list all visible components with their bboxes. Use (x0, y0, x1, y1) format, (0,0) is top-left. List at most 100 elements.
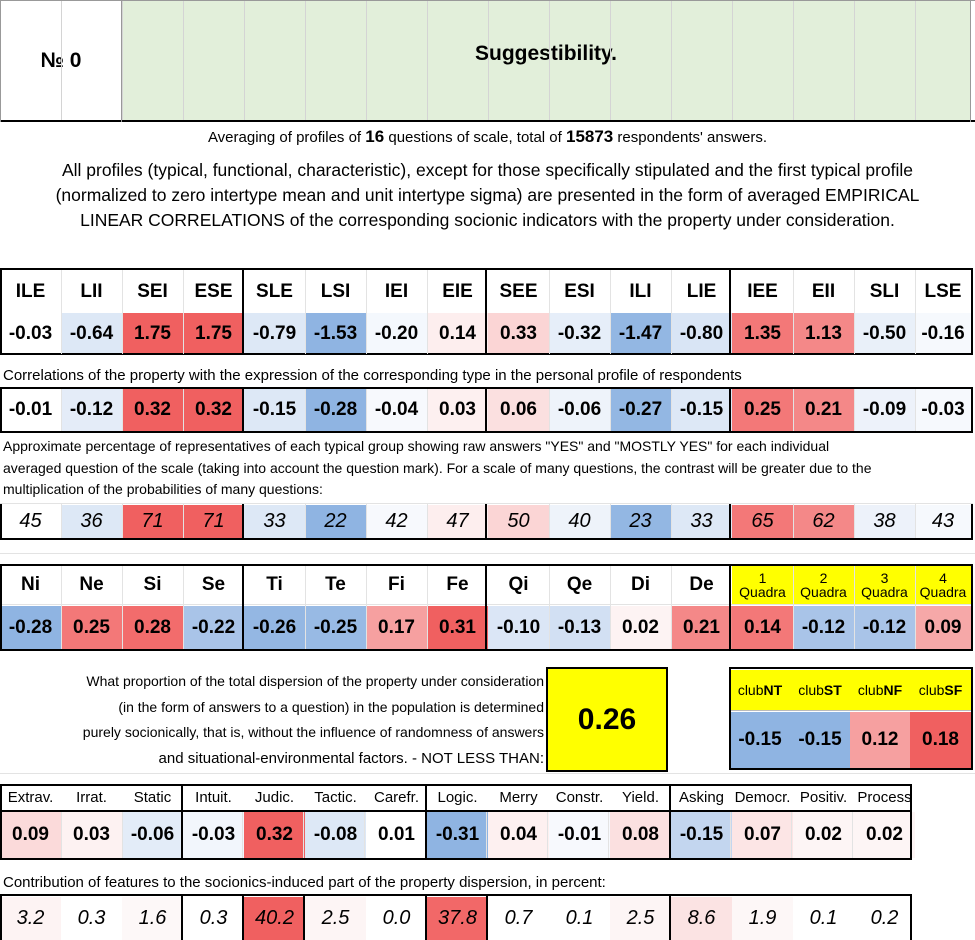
quadra-label-part: 4 (939, 570, 947, 586)
border-line (915, 389, 916, 431)
border-line (549, 389, 550, 431)
border-line (485, 504, 487, 540)
border-line (0, 773, 975, 774)
function-value-text: 0.28 (134, 616, 171, 638)
function-value: -0.28 (0, 606, 61, 649)
type-profile-value-text: -0.20 (374, 322, 419, 344)
type-label: LSE (915, 272, 971, 312)
dispersion-line: (in the form of answers to a question) i… (118, 698, 544, 715)
type-percentage-value: 45 (0, 505, 61, 538)
function-label-text: Fi (388, 574, 405, 595)
club-prefix: club (798, 682, 824, 698)
border-line (122, 270, 123, 354)
function-value: 0.25 (61, 606, 122, 649)
function-label-text: Si (143, 574, 162, 595)
feature-value: 0.07 (732, 812, 793, 858)
type-label: LSI (305, 272, 366, 312)
border-line (366, 504, 367, 538)
border-line (181, 784, 183, 860)
feature-label: Positiv. (793, 786, 854, 808)
feature-label-text: Constr. (555, 788, 604, 806)
quadra-label-part: Quadra (919, 584, 967, 600)
type-correlation-value: 0.32 (122, 388, 183, 431)
border-line (0, 894, 2, 940)
type-correlation-value-text: 0.25 (744, 398, 781, 420)
averaging-prefix: Averaging of profiles of (207, 128, 366, 146)
feature-contribution: 2.5 (610, 897, 671, 940)
title-cell: Suggestibility. (122, 0, 970, 120)
type-correlation-value: -0.06 (549, 388, 610, 431)
type-label-text: ESI (564, 281, 595, 302)
club-label: club SF (910, 670, 971, 710)
type-percentage-value: 62 (793, 505, 854, 538)
border-line (122, 504, 123, 538)
border-line (915, 504, 916, 538)
club-label: club NT (730, 670, 790, 710)
border-line (0, 503, 973, 504)
description-line: All profiles (typical, functional, chara… (61, 160, 914, 180)
feature-contribution: 3.2 (0, 897, 61, 940)
function-value: 0.28 (122, 606, 183, 649)
border-line (970, 0, 971, 122)
border-line (122, 812, 123, 858)
type-correlation-value-text: -0.04 (374, 398, 419, 420)
feature-label: Judic. (244, 786, 305, 808)
type-profile-value-text: 1.75 (195, 322, 232, 344)
type-profile-value: -0.79 (244, 313, 305, 354)
feature-contribution: 0.0 (366, 897, 427, 940)
feature-contribution: 0.3 (61, 897, 122, 940)
club-value: 0.12 (850, 712, 910, 768)
feature-contribution: 0.1 (549, 897, 610, 940)
function-label: Qe (549, 566, 610, 604)
type-label-text: ILI (629, 281, 652, 302)
type-percentage-value-text: 42 (385, 510, 408, 532)
border-line (669, 894, 671, 940)
border-line (854, 389, 855, 431)
quadra-label-part: 1 (758, 570, 767, 586)
club-label: club ST (790, 670, 850, 710)
border-line (971, 387, 973, 433)
averaging-line: Averaging of profiles of 16 questions of… (0, 125, 975, 149)
dispersion-line: purely socionically, that is, without th… (82, 724, 544, 740)
type-profile-value-text: -0.50 (862, 322, 907, 344)
club-prefix: club (737, 682, 764, 698)
border-line (669, 784, 671, 860)
border-line (61, 504, 62, 538)
feature-label: Process (854, 786, 915, 808)
function-value: 0.21 (671, 606, 732, 649)
quadra-label: 3 Quadra (854, 566, 915, 604)
function-value-text: -0.25 (313, 616, 358, 638)
function-label-text: Qi (508, 574, 529, 595)
feature-value-text: 0.32 (256, 824, 293, 845)
border-line (61, 0, 62, 122)
type-label: ESE (183, 272, 244, 312)
border-line (854, 270, 855, 354)
type-correlation-value-text: -0.12 (69, 398, 114, 420)
respondent-count: 15873 (565, 127, 614, 146)
border-line (910, 894, 912, 940)
type-profile-value: -0.20 (366, 313, 427, 354)
contribution-note: Contribution of features to the socionic… (3, 874, 606, 891)
quadra-value: -0.12 (793, 606, 854, 649)
function-label-text: Ne (79, 574, 104, 595)
border-line (729, 387, 731, 433)
type-percentage-value: 71 (183, 505, 244, 538)
function-label: Ti (244, 566, 305, 604)
border-line (608, 812, 609, 858)
border-line (671, 0, 672, 122)
description-line: (normalized to zero intertype mean and u… (55, 185, 920, 205)
type-label-text: SLI (869, 281, 900, 302)
border-line (793, 0, 794, 122)
function-label-text: Qe (566, 574, 593, 595)
border-line (729, 768, 973, 770)
border-line (610, 566, 611, 649)
quadra-label-part: Quadra (861, 584, 908, 600)
percentage-note: Approximate percentage of representative… (3, 436, 872, 501)
type-label-text: SEE (499, 281, 538, 302)
type-label: SEE (488, 272, 549, 312)
type-percentage-value: 71 (122, 505, 183, 538)
club-code: NT (763, 682, 783, 698)
type-correlation-value-text: -0.03 (921, 398, 965, 420)
feature-value: -0.06 (122, 812, 183, 858)
type-label: SEI (122, 272, 183, 312)
